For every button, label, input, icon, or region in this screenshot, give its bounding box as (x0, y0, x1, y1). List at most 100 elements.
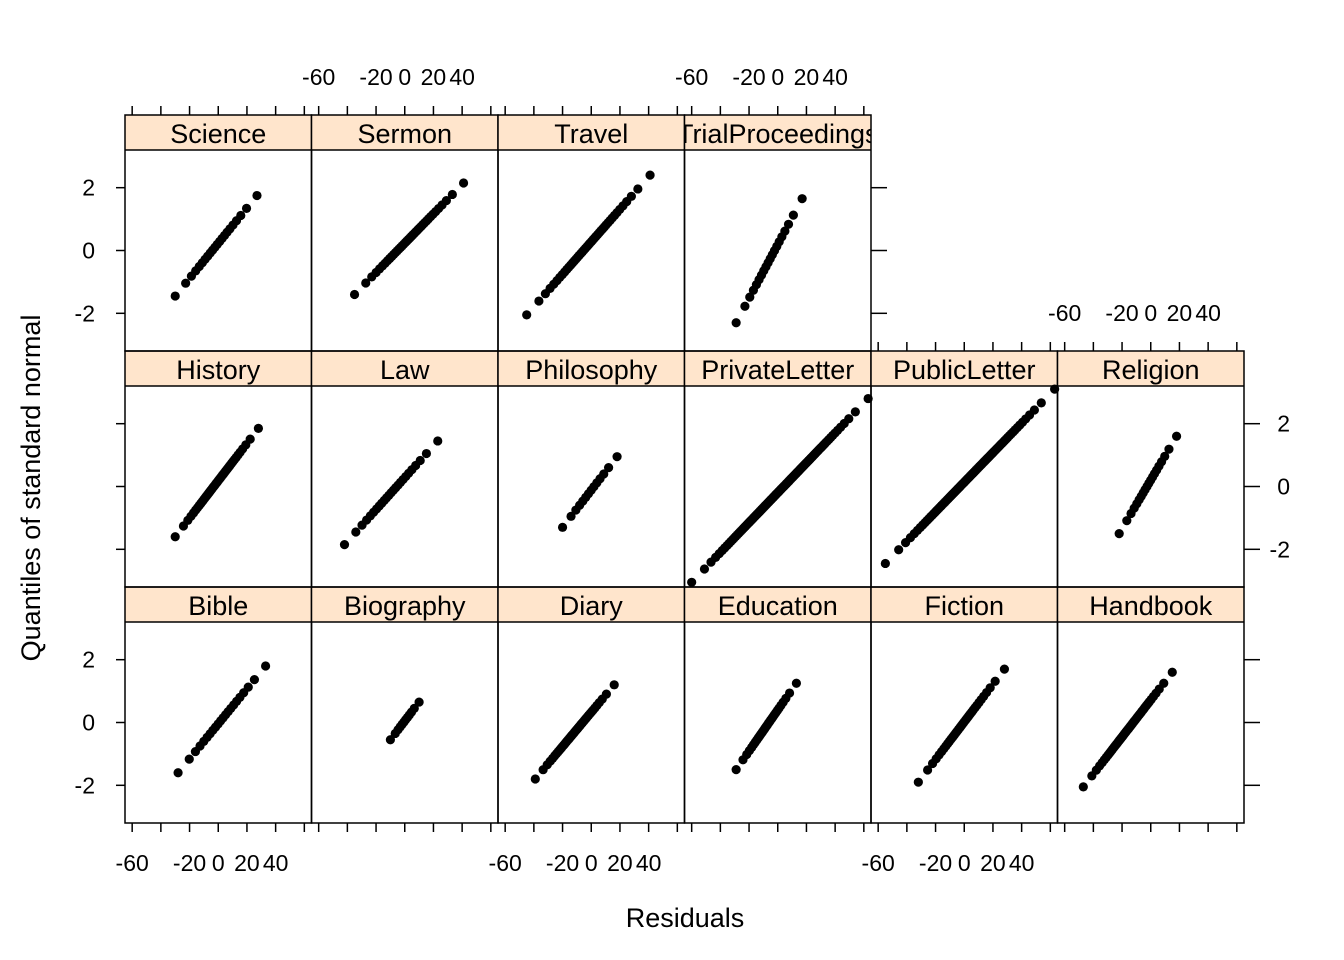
panel-history: History (116, 350, 313, 588)
x-tick-label: -20 (173, 850, 206, 876)
strip-background (125, 351, 312, 386)
y-tick-label: -2 (1270, 536, 1290, 562)
qq-point (409, 703, 419, 714)
qq-point (740, 301, 750, 311)
x-tick-label: 0 (1144, 300, 1157, 326)
strip-background (498, 351, 685, 386)
x-tick-label: 20 (234, 850, 260, 876)
panel-sermon: Sermon -60 -20 0 20 40 (302, 64, 499, 352)
strip-background (311, 351, 498, 386)
x-tick-label: -20 (546, 850, 579, 876)
y-axis-title: Quantiles of standard normal (16, 315, 46, 662)
qq-point (731, 765, 741, 775)
strip-background (311, 115, 498, 150)
strip-background (1057, 587, 1244, 622)
qq-point (557, 522, 568, 532)
strip-label: TrialProceedings (677, 119, 879, 149)
qq-point (612, 452, 622, 462)
x-tick-label: 20 (421, 64, 447, 90)
qq-point (447, 189, 457, 200)
strip-background (125, 115, 312, 150)
qq-point (414, 697, 424, 707)
strip-background (311, 587, 498, 622)
qq-point (184, 754, 194, 764)
qq-point (260, 661, 271, 671)
strip-background (684, 587, 871, 622)
qq-point (999, 664, 1010, 674)
strip-label: Travel (554, 119, 628, 149)
x-tick-label: 0 (585, 850, 598, 876)
qq-point (601, 689, 611, 699)
x-axis-title: Residuals (626, 903, 745, 933)
panel-trialproceedings: TrialProceedings -60 -20 0 20 40 (675, 64, 887, 352)
panel-biography: Biography (310, 586, 499, 832)
qq-point (253, 423, 264, 433)
x-tick-label: -60 (675, 64, 708, 90)
qq-point (458, 178, 469, 188)
strip-label: Biography (344, 591, 466, 621)
qq-point (243, 682, 253, 692)
qq-point (985, 683, 995, 693)
strip-background (498, 115, 685, 150)
qq-point (349, 289, 360, 300)
strip-label: Religion (1102, 355, 1200, 385)
qq-point (1164, 444, 1174, 454)
qq-point (361, 278, 371, 288)
qq-point (441, 195, 451, 206)
qq-point (415, 455, 425, 466)
panel-handbook: Handbook (1056, 586, 1260, 832)
qq-point (603, 463, 614, 473)
panel-science: Science -2 0 2 (75, 106, 313, 352)
qq-point (745, 292, 755, 302)
qq-point (181, 278, 191, 288)
qq-point (1029, 405, 1039, 415)
qq-point (534, 296, 544, 306)
panel-publicletter: PublicLetter (870, 342, 1060, 588)
qq-point (783, 219, 794, 229)
x-tick-label: -60 (302, 64, 335, 90)
y-tick-label: -2 (75, 300, 95, 326)
x-tick-label: -60 (1048, 300, 1081, 326)
panel-privateletter: PrivateLetter (683, 350, 873, 588)
strip-label: Diary (560, 591, 624, 621)
x-tick-label: 40 (449, 64, 475, 90)
x-tick-label: 40 (263, 850, 289, 876)
strip-background (684, 115, 871, 150)
x-tick-label: 0 (771, 64, 784, 90)
strip-label: Bible (188, 591, 248, 621)
qq-point (990, 676, 1000, 686)
qq-point (731, 318, 741, 328)
qq-point (797, 194, 807, 204)
qq-point (236, 210, 246, 221)
panel-fiction: Fiction -60 -20 0 20 40 (862, 586, 1059, 876)
x-tick-label: 40 (1009, 850, 1035, 876)
y-tick-label: 2 (82, 647, 95, 673)
qq-point (913, 777, 923, 787)
qq-point (626, 191, 636, 201)
strip-label: Handbook (1089, 591, 1213, 621)
qq-point (699, 564, 710, 574)
qq-point (1114, 529, 1124, 539)
panel-law: Law (310, 350, 499, 588)
qq-point (844, 414, 854, 424)
panel-travel: Travel (497, 106, 686, 352)
qq-point (249, 675, 260, 685)
y-tick-label: 0 (82, 238, 95, 264)
qq-point (1036, 398, 1046, 408)
strip-background (498, 587, 685, 622)
qq-point (170, 291, 180, 301)
qq-point (385, 735, 396, 745)
panel-philosophy: Philosophy (497, 350, 686, 588)
qq-point (252, 190, 262, 201)
qq-point (791, 678, 802, 688)
qq-point (850, 407, 860, 417)
qq-point (433, 436, 443, 446)
qq-point (1167, 667, 1177, 677)
qq-point (687, 577, 697, 587)
strip-label: Law (380, 355, 430, 385)
x-tick-label: -60 (116, 850, 149, 876)
x-tick-label: -20 (1105, 300, 1138, 326)
qq-point (780, 226, 790, 236)
qq-point (609, 680, 619, 690)
